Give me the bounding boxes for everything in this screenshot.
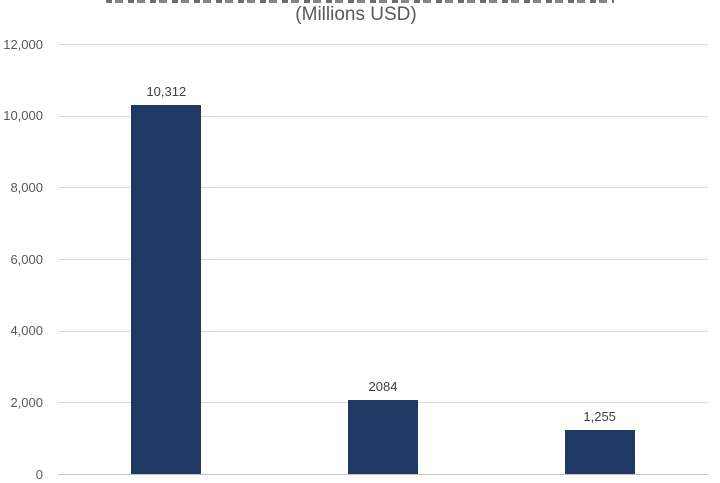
chart-subtitle: (Millions USD)	[295, 4, 417, 25]
y-axis-tick-label: 12,000	[3, 36, 43, 52]
bar-data-label: 10,312	[146, 83, 187, 99]
y-axis-tick-label: 8,000	[10, 179, 43, 195]
gridline	[58, 187, 708, 189]
bar-data-label: 2084	[368, 378, 398, 394]
gridline	[58, 330, 708, 332]
bar	[348, 399, 418, 475]
y-axis-tick-label: 6,000	[10, 251, 43, 267]
y-axis-tick-label: 10,000	[3, 108, 43, 124]
gridline	[58, 115, 708, 117]
clipped-title-fragment	[106, 0, 614, 3]
bar-data-label: 1,255	[583, 408, 616, 424]
y-axis-tick-label: 2,000	[10, 394, 43, 410]
y-axis-tick-label: 0	[35, 466, 43, 482]
bar	[131, 104, 202, 475]
gridline	[58, 44, 708, 45]
gridline	[58, 259, 708, 260]
y-axis-tick-label: 4,000	[10, 323, 43, 339]
bar	[564, 429, 635, 475]
x-axis-line	[58, 474, 708, 475]
